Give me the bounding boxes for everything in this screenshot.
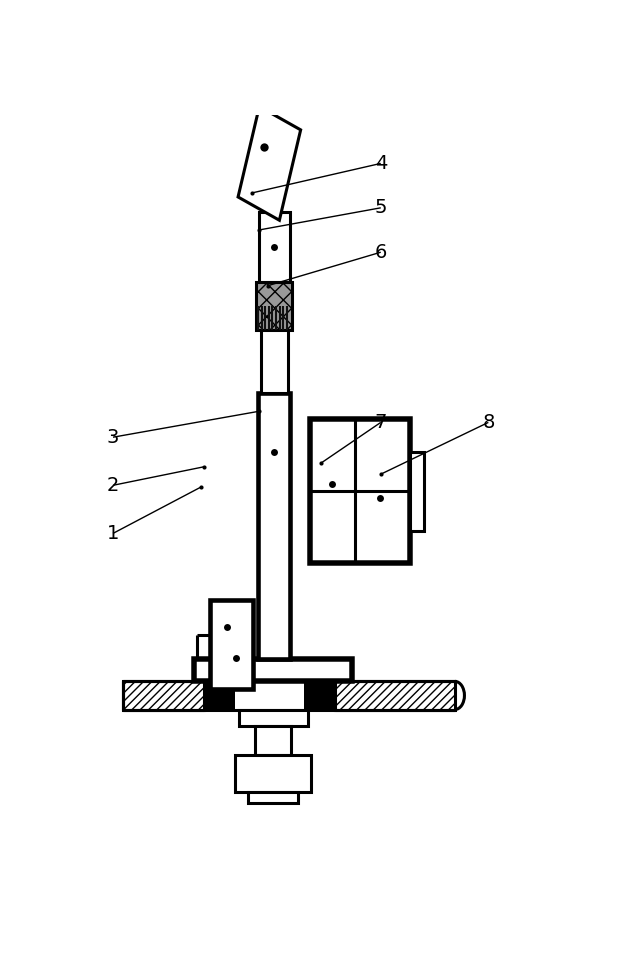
Bar — [261, 326, 288, 393]
Bar — [204, 681, 235, 709]
Bar — [258, 393, 291, 659]
Bar — [248, 793, 298, 803]
Bar — [259, 211, 289, 282]
Bar — [336, 681, 455, 709]
Text: 3: 3 — [107, 428, 119, 447]
Bar — [310, 419, 410, 563]
Text: 1: 1 — [107, 524, 119, 543]
Text: 8: 8 — [482, 413, 495, 431]
Bar — [304, 681, 336, 709]
Bar — [123, 681, 204, 709]
Bar — [256, 282, 292, 330]
Text: 4: 4 — [375, 154, 387, 173]
Text: 2: 2 — [107, 476, 119, 495]
Text: 6: 6 — [375, 243, 387, 261]
Bar — [238, 107, 300, 220]
Bar — [194, 659, 352, 681]
Bar — [210, 600, 253, 689]
Text: 5: 5 — [375, 198, 387, 217]
Bar — [410, 452, 424, 531]
Bar — [235, 755, 312, 793]
Bar — [239, 709, 308, 726]
Bar — [255, 726, 291, 755]
Text: 7: 7 — [375, 413, 387, 431]
